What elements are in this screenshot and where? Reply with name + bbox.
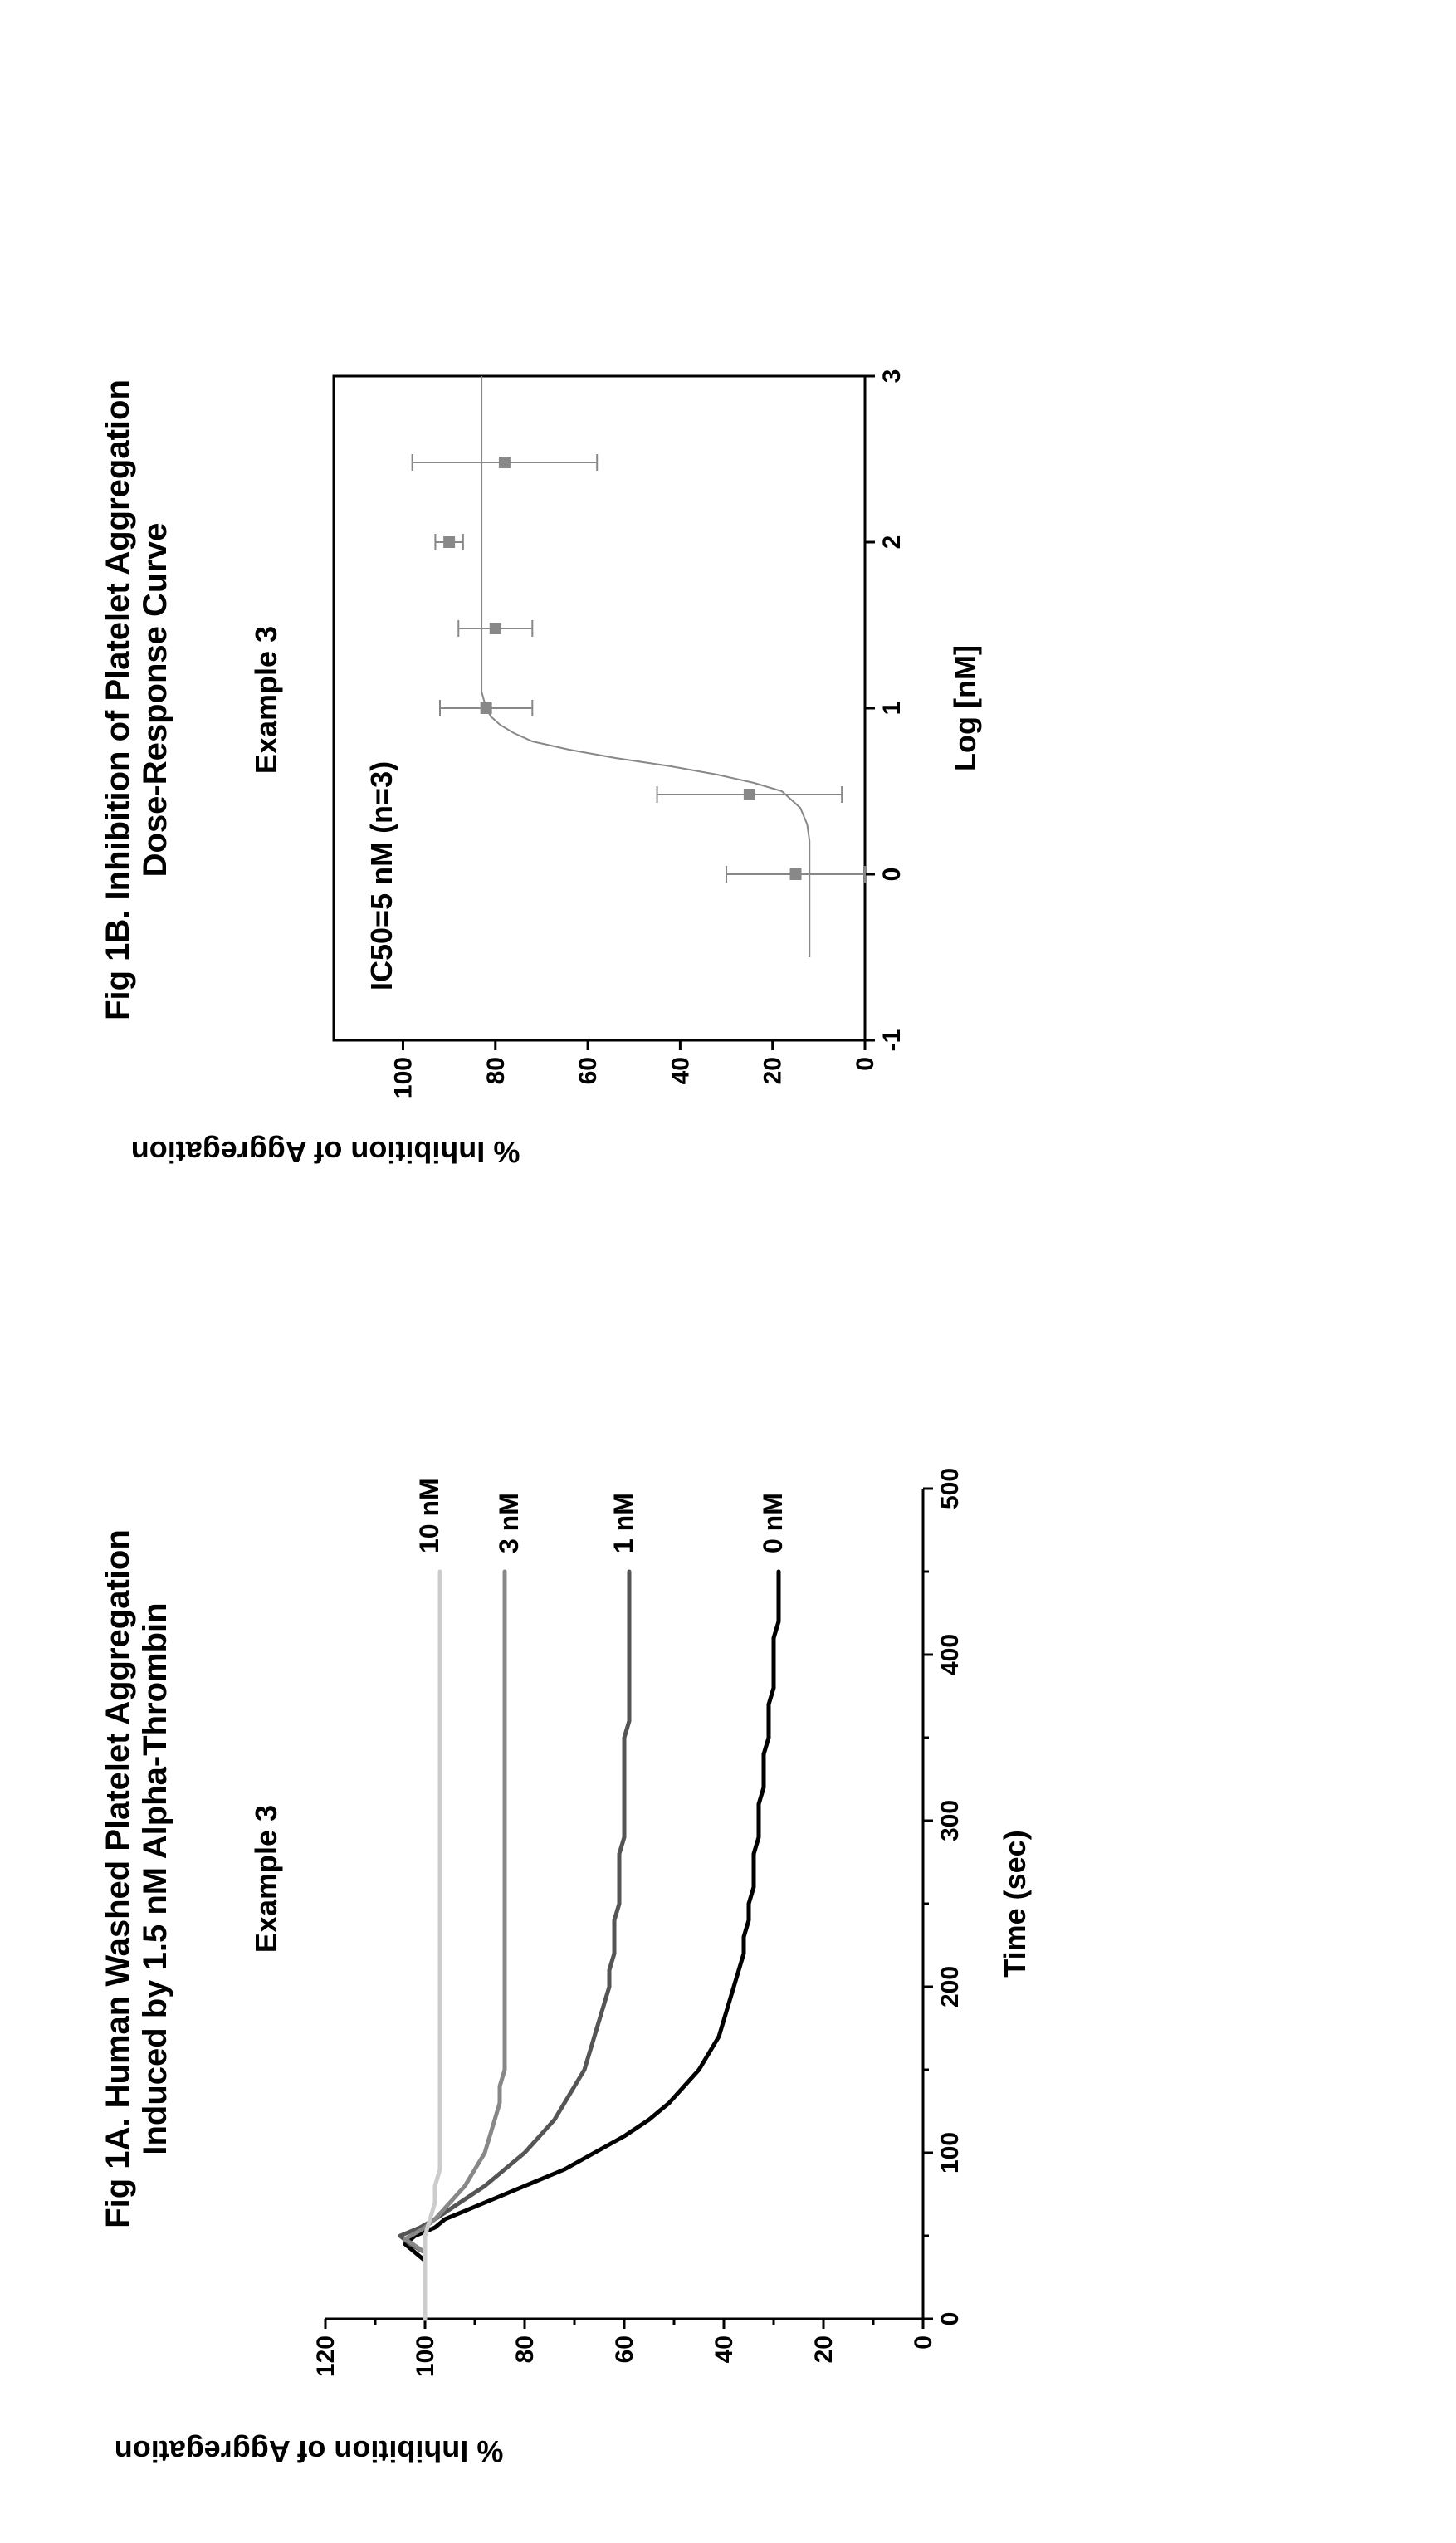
svg-text:80: 80 bbox=[511, 2335, 539, 2363]
fig-a-ylabel-text: % Inhibition of Aggregation bbox=[115, 2434, 504, 2468]
svg-text:0: 0 bbox=[852, 1057, 879, 1071]
fig-a-title: Fig 1A. Human Washed Platelet Aggregatio… bbox=[100, 1339, 174, 2418]
svg-text:120: 120 bbox=[312, 2335, 340, 2377]
svg-text:40: 40 bbox=[667, 1057, 694, 1084]
fig-a-title-line1: Fig 1A. Human Washed Platelet Aggregatio… bbox=[100, 1529, 136, 2228]
fig-b-chart: 0 20 40 60 80 100 -1 0 1 2 3 IC50=5 nM (n=3) bbox=[309, 202, 1056, 1198]
svg-text:-1: -1 bbox=[878, 1029, 906, 1052]
fig-b-title-line1: Fig 1B. Inhibition of Platelet Aggregati… bbox=[100, 379, 136, 1020]
figure-a: Fig 1A. Human Washed Platelet Aggregatio… bbox=[100, 1339, 1056, 2418]
svg-text:0: 0 bbox=[910, 2335, 937, 2350]
figure-b: Fig 1B. Inhibition of Platelet Aggregati… bbox=[100, 202, 1056, 1198]
fig-a-title-line2: Induced by 1.5 nM Alpha-Thrombin bbox=[137, 1602, 173, 2154]
fig-a-plot-wrapper: % Inhibition of Aggregation 020406080100… bbox=[309, 1339, 1056, 2418]
fig-b-title: Fig 1B. Inhibition of Platelet Aggregati… bbox=[100, 202, 174, 1198]
fig-b-title-line2: Dose-Response Curve bbox=[137, 523, 173, 878]
svg-text:20: 20 bbox=[760, 1057, 787, 1084]
svg-text:60: 60 bbox=[574, 1057, 602, 1084]
fig-b-xlabel: Log [nM] bbox=[948, 376, 983, 1040]
svg-text:100: 100 bbox=[389, 1057, 417, 1098]
fig-b-subtitle: Example 3 bbox=[249, 202, 284, 1198]
svg-text:10 nM: 10 nM bbox=[414, 1478, 444, 1553]
svg-text:IC50=5 nM (n=3): IC50=5 nM (n=3) bbox=[364, 761, 398, 990]
svg-text:0 nM: 0 nM bbox=[758, 1493, 788, 1553]
fig-b-plot-wrapper: % Inhibition of Aggregation 020406080100… bbox=[309, 202, 1056, 1198]
svg-text:3: 3 bbox=[878, 369, 906, 384]
fig-b-subtitle-text: Example 3 bbox=[249, 626, 283, 774]
svg-text:80: 80 bbox=[482, 1057, 510, 1084]
fig-a-ylabel: % Inhibition of Aggregation bbox=[10, 2433, 608, 2468]
svg-text:1: 1 bbox=[878, 702, 906, 716]
svg-text:3 nM: 3 nM bbox=[494, 1493, 524, 1553]
svg-text:300: 300 bbox=[936, 1800, 964, 1841]
fig-a-subtitle: Example 3 bbox=[249, 1339, 284, 2418]
svg-text:20: 20 bbox=[810, 2335, 838, 2363]
svg-text:40: 40 bbox=[711, 2335, 738, 2363]
svg-text:1 nM: 1 nM bbox=[608, 1493, 638, 1553]
svg-text:100: 100 bbox=[412, 2335, 439, 2377]
fig-a-xlabel-text: Time (sec) bbox=[998, 1830, 1032, 1977]
fig-b-xlabel-text: Log [nM] bbox=[948, 645, 982, 771]
svg-text:0: 0 bbox=[878, 868, 906, 882]
fig-a-xlabel: Time (sec) bbox=[998, 1489, 1033, 2319]
svg-text:0: 0 bbox=[936, 2312, 964, 2326]
fig-a-subtitle-text: Example 3 bbox=[249, 1805, 283, 1953]
landscape-canvas: Fig 1A. Human Washed Platelet Aggregatio… bbox=[0, 0, 1456, 2543]
svg-text:500: 500 bbox=[936, 1468, 964, 1509]
svg-text:400: 400 bbox=[936, 1634, 964, 1675]
svg-text:2: 2 bbox=[878, 535, 906, 550]
svg-text:100: 100 bbox=[936, 2132, 964, 2174]
svg-text:200: 200 bbox=[936, 1966, 964, 2008]
svg-text:60: 60 bbox=[611, 2335, 638, 2363]
fig-a-chart: 0 20 40 60 80 100 120 0 100 200 300 400 500 0 nM 1 nM 3… bbox=[309, 1339, 1056, 2418]
